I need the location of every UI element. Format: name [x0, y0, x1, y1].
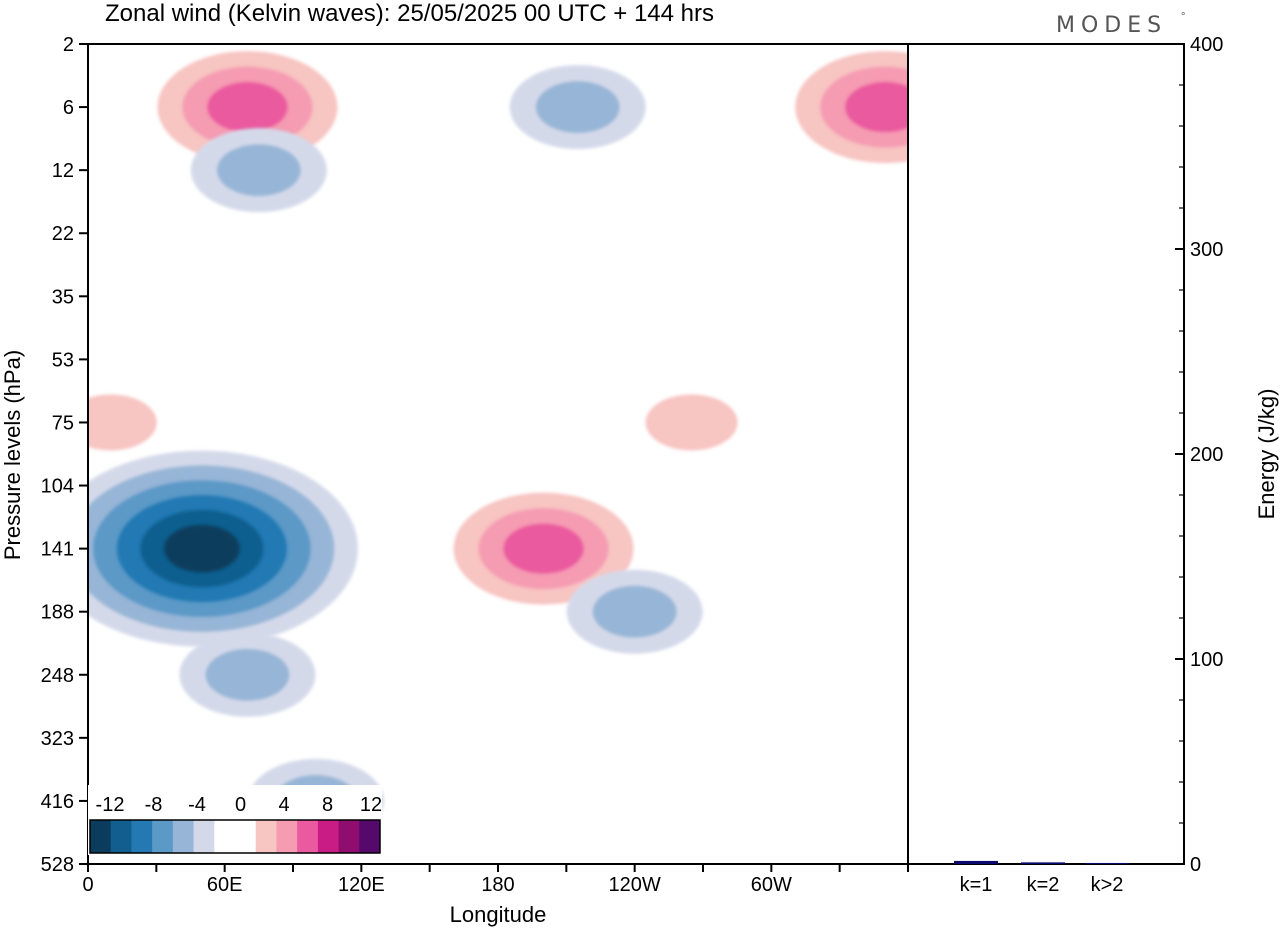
colorbar-swatch [214, 820, 236, 853]
y-tick-label: 416 [41, 791, 74, 813]
x-tick-label: 60W [751, 874, 792, 896]
wind-contour-band [845, 82, 908, 132]
colorbar-label: 8 [322, 794, 333, 816]
energy-tick-label: 0 [1190, 854, 1201, 876]
brand-mark: ° [1181, 11, 1185, 23]
wind-contour-band [645, 394, 738, 451]
colorbar-swatch [359, 820, 381, 853]
longitude-axis: 0 60E 120E 180 120W 60W [82, 864, 909, 896]
x-tick-label: 120E [338, 874, 385, 896]
wind-contour-band [592, 585, 677, 638]
y-tick-label: 528 [41, 854, 74, 876]
colorbar-legend: -12 -8 -4 0 4 8 12 [88, 785, 382, 855]
colorbar-swatch [235, 820, 257, 853]
wind-anomaly-feature [509, 65, 646, 150]
x-axis-label: Longitude [450, 902, 547, 927]
energy-tick-label: 300 [1190, 239, 1223, 261]
y-tick-label: 22 [52, 223, 74, 245]
y-tick-label: 35 [52, 286, 74, 308]
energy-tick-label: 200 [1190, 444, 1223, 466]
colorbar-swatch [172, 820, 194, 853]
colorbar-label: 0 [235, 794, 246, 816]
zonal-wind-field [88, 51, 908, 843]
x-tick-label: 120W [609, 874, 661, 896]
wind-anomaly-feature [566, 569, 703, 654]
y-tick-label: 104 [41, 476, 74, 498]
x-tick-label: 0 [82, 874, 93, 896]
brand-logo: MODES ° [1056, 11, 1185, 38]
colorbar-frame [89, 819, 381, 854]
colorbar-swatch [317, 820, 339, 853]
colorbar-swatch [193, 820, 215, 853]
wind-contour-band [88, 394, 157, 451]
y-tick-label: 323 [41, 728, 74, 750]
y-axis-label: Pressure levels (hPa) [0, 350, 25, 560]
energy-panel-frame [907, 43, 1185, 865]
y-tick-label: 188 [41, 602, 74, 624]
colorbar-label: -8 [145, 794, 163, 816]
wind-contour-band [205, 648, 290, 701]
x-tick-label: 60E [207, 874, 243, 896]
energy-tick-label: 100 [1190, 649, 1223, 671]
energy-category-label: k=1 [960, 874, 993, 896]
colorbar-swatch [131, 820, 153, 853]
brand-text: MODES [1056, 13, 1167, 38]
wind-contour-band [217, 144, 301, 196]
colorbar-label: -12 [96, 794, 125, 816]
pressure-axis: 2 6 12 22 35 53 75 104 141 188 248 323 416 528 [41, 34, 88, 876]
colorbar-swatch [297, 820, 319, 853]
wind-contour-band [535, 81, 620, 133]
colorbar-swatch [110, 820, 132, 853]
energy-bars: k=1 k=2 k>2 [954, 860, 1129, 896]
colorbar-swatch [255, 820, 277, 853]
wind-contour-band [164, 524, 240, 573]
colorbar-label: -4 [188, 794, 206, 816]
y-tick-label: 75 [52, 412, 74, 434]
x-tick-label: 180 [481, 874, 514, 896]
energy-bar [1085, 862, 1129, 864]
colorbar-label: 12 [360, 794, 382, 816]
wind-contour-band [207, 82, 288, 132]
wind-anomaly-feature [179, 632, 316, 717]
y-tick-label: 12 [52, 160, 74, 182]
colorbar-swatch [152, 820, 174, 853]
wind-anomaly-feature [88, 394, 157, 451]
energy-bar [1021, 862, 1065, 864]
wind-anomaly-feature [88, 450, 358, 647]
energy-axis-label: Energy (J/kg) [1254, 389, 1279, 520]
energy-category-label: k=2 [1027, 874, 1060, 896]
wind-contour-band [503, 523, 584, 574]
energy-tick-label: 400 [1190, 34, 1223, 56]
energy-category-label: k>2 [1091, 874, 1124, 896]
wind-anomaly-feature [795, 51, 908, 164]
colorbar-swatch [276, 820, 298, 853]
colorbar-swatch [338, 820, 360, 853]
y-tick-label: 6 [63, 97, 74, 119]
energy-axis: 0 100 200 300 400 [1175, 34, 1223, 876]
y-tick-label: 2 [63, 34, 74, 56]
chart-title: Zonal wind (Kelvin waves): 25/05/2025 00… [105, 0, 714, 27]
y-tick-label: 141 [41, 539, 74, 561]
y-tick-label: 248 [41, 665, 74, 687]
colorbar-swatch [90, 820, 112, 853]
energy-bar [954, 860, 998, 864]
colorbar-label: 4 [278, 794, 289, 816]
y-tick-label: 53 [52, 349, 74, 371]
wind-anomaly-feature [453, 492, 634, 605]
wind-anomaly-feature [190, 128, 327, 213]
wind-anomaly-feature [645, 394, 738, 451]
